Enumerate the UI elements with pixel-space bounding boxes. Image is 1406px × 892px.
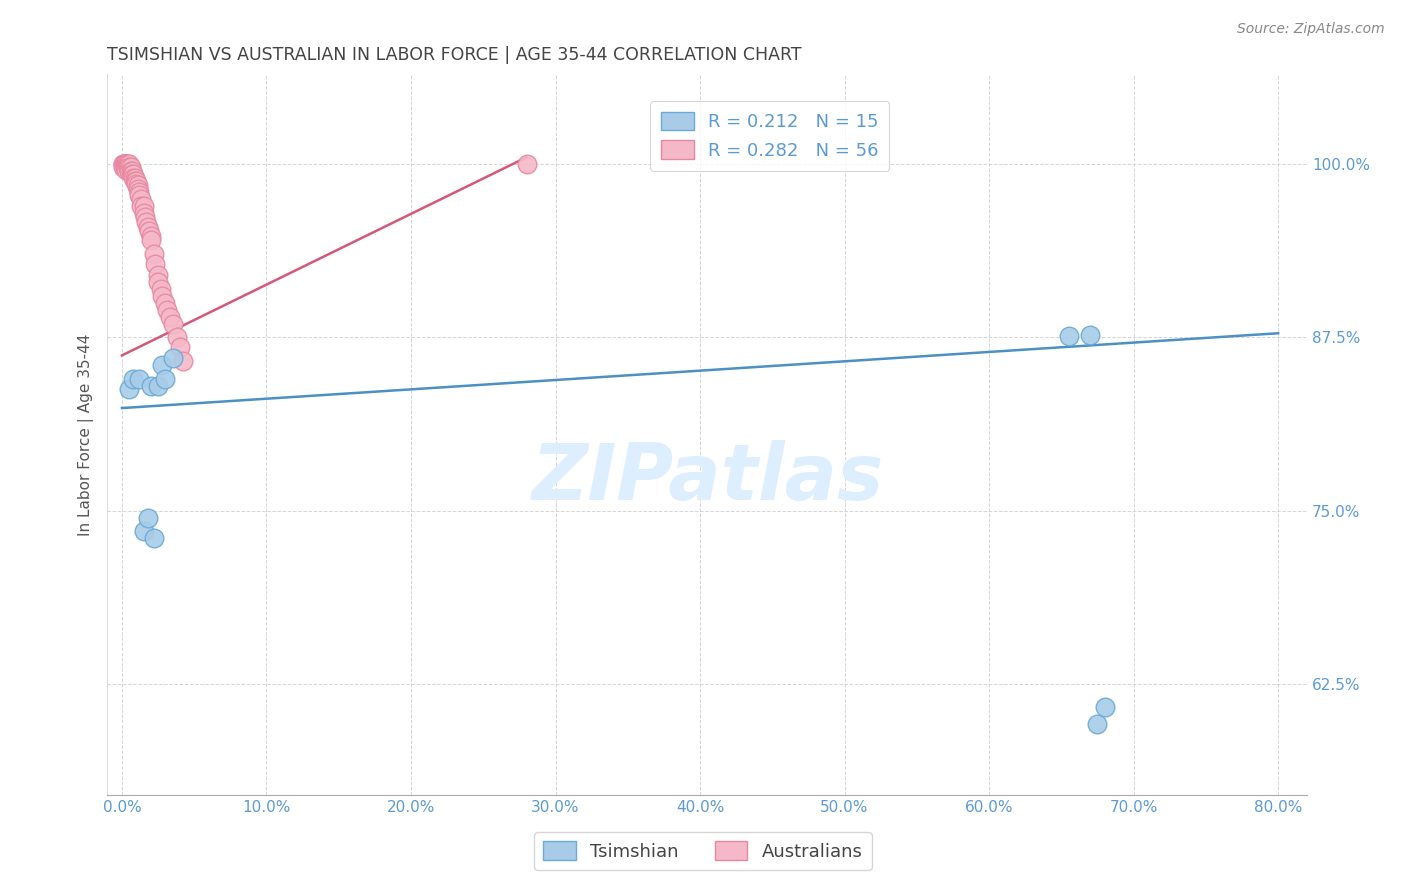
- Point: [124, 174, 146, 188]
- Point: [127, 178, 149, 192]
- Point: [117, 161, 139, 176]
- Point: [155, 372, 177, 386]
- Text: Source: ZipAtlas.com: Source: ZipAtlas.com: [1237, 22, 1385, 37]
- Text: ZIPatlas: ZIPatlas: [531, 440, 883, 516]
- Point: [115, 157, 138, 171]
- Point: [156, 302, 179, 317]
- Point: [516, 157, 538, 171]
- Y-axis label: In Labor Force | Age 35-44: In Labor Force | Age 35-44: [79, 334, 94, 535]
- Point: [127, 182, 149, 196]
- Point: [138, 224, 160, 238]
- Point: [139, 229, 162, 244]
- Point: [142, 247, 165, 261]
- Point: [134, 210, 156, 224]
- Point: [125, 174, 148, 188]
- Point: [146, 379, 169, 393]
- Point: [1057, 329, 1080, 343]
- Text: TSIMSHIAN VS AUSTRALIAN IN LABOR FORCE | AGE 35-44 CORRELATION CHART: TSIMSHIAN VS AUSTRALIAN IN LABOR FORCE |…: [107, 46, 801, 64]
- Point: [121, 167, 143, 181]
- Point: [146, 275, 169, 289]
- Point: [129, 192, 152, 206]
- Point: [169, 340, 191, 354]
- Point: [115, 161, 138, 176]
- Point: [112, 157, 135, 171]
- Point: [120, 164, 142, 178]
- Point: [114, 160, 136, 174]
- Point: [143, 257, 166, 271]
- Point: [125, 177, 148, 191]
- Point: [118, 160, 141, 174]
- Point: [149, 282, 172, 296]
- Point: [1087, 717, 1109, 731]
- Point: [117, 160, 139, 174]
- Point: [132, 524, 155, 539]
- Point: [1078, 327, 1101, 342]
- Point: [115, 162, 138, 177]
- Point: [166, 330, 188, 344]
- Legend: R = 0.212   N = 15, R = 0.282   N = 56: R = 0.212 N = 15, R = 0.282 N = 56: [651, 101, 890, 170]
- Point: [112, 160, 135, 174]
- Point: [112, 157, 135, 171]
- Point: [150, 358, 173, 372]
- Point: [114, 161, 136, 176]
- Point: [121, 164, 143, 178]
- Legend: Tsimshian, Australians: Tsimshian, Australians: [534, 832, 872, 870]
- Point: [155, 295, 177, 310]
- Point: [124, 171, 146, 186]
- Point: [162, 317, 184, 331]
- Point: [122, 372, 145, 386]
- Point: [118, 164, 141, 178]
- Point: [150, 289, 173, 303]
- Point: [122, 167, 145, 181]
- Point: [136, 219, 159, 234]
- Point: [132, 205, 155, 219]
- Point: [118, 382, 141, 396]
- Point: [115, 157, 138, 171]
- Point: [146, 268, 169, 282]
- Point: [139, 379, 162, 393]
- Point: [114, 157, 136, 171]
- Point: [135, 215, 157, 229]
- Point: [129, 199, 152, 213]
- Point: [172, 354, 194, 368]
- Point: [159, 310, 181, 324]
- Point: [122, 171, 145, 186]
- Point: [128, 185, 150, 199]
- Point: [139, 234, 162, 248]
- Point: [128, 187, 150, 202]
- Point: [132, 199, 155, 213]
- Point: [117, 157, 139, 171]
- Point: [1094, 700, 1116, 714]
- Point: [162, 351, 184, 366]
- Point: [142, 532, 165, 546]
- Point: [114, 157, 136, 171]
- Point: [128, 372, 150, 386]
- Point: [118, 157, 141, 171]
- Point: [136, 510, 159, 524]
- Point: [120, 160, 142, 174]
- Point: [115, 160, 138, 174]
